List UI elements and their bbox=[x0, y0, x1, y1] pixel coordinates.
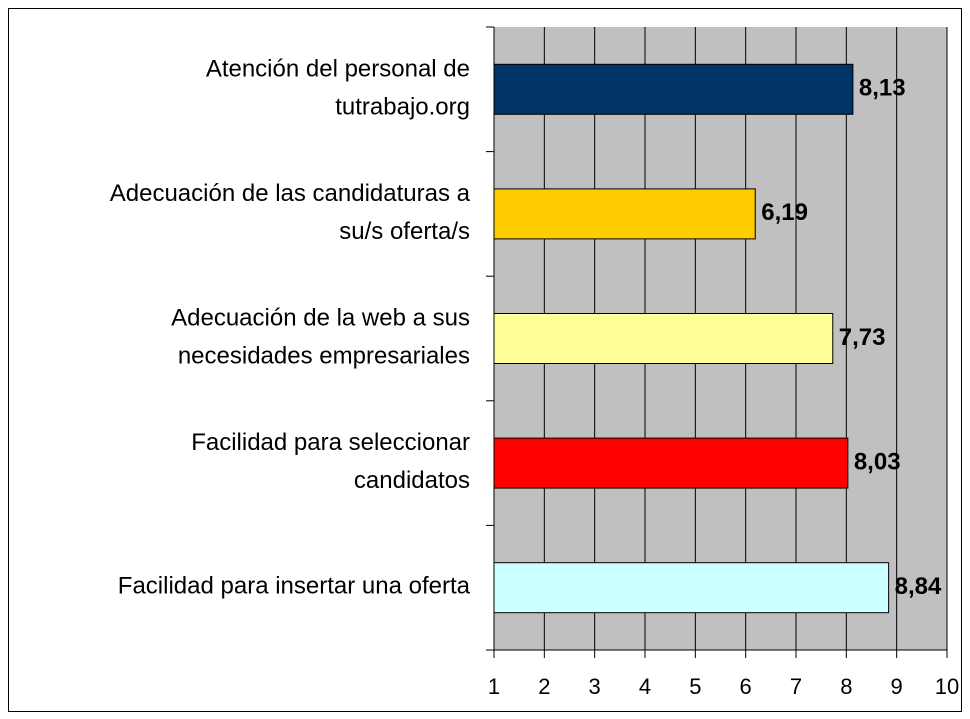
x-tick-label: 4 bbox=[639, 674, 651, 699]
category-line: su/s oferta/s bbox=[339, 218, 470, 245]
category-label: Atención del personal de tutrabajo.org bbox=[206, 56, 470, 121]
x-tick-label: 10 bbox=[935, 674, 959, 699]
x-tick-label: 9 bbox=[891, 674, 903, 699]
value-label: 7,73 bbox=[839, 324, 886, 351]
value-label: 6,19 bbox=[761, 199, 808, 226]
value-label: 8,03 bbox=[854, 448, 901, 475]
category-label: Adecuación de las candidaturas a su/s ofe… bbox=[110, 180, 471, 245]
bar bbox=[493, 437, 849, 489]
category-line: Facilidad para seleccionar bbox=[191, 429, 470, 456]
category-line: Atención del personal de bbox=[206, 56, 470, 83]
x-tick-label: 6 bbox=[740, 674, 752, 699]
category-label: Facilidad para insertar una oferta bbox=[118, 573, 471, 600]
x-tick-label: 3 bbox=[589, 674, 601, 699]
bar bbox=[493, 188, 756, 240]
category-line: Adecuación de la web a sus bbox=[171, 305, 470, 332]
category-line: Facilidad para insertar una oferta bbox=[118, 573, 471, 600]
bar bbox=[493, 562, 890, 614]
category-label: Facilidad para seleccionar candidatos bbox=[191, 429, 470, 494]
category-label: Adecuación de la web a sus necesidades em… bbox=[171, 305, 470, 370]
value-label: 8,13 bbox=[859, 75, 906, 102]
category-line: necesidades empresariales bbox=[178, 343, 470, 370]
value-label: 8,84 bbox=[895, 573, 942, 600]
category-line: candidatos bbox=[354, 467, 470, 494]
category-line: tutrabajo.org bbox=[335, 94, 470, 121]
x-tick-label: 7 bbox=[790, 674, 802, 699]
bar bbox=[493, 313, 834, 364]
x-tick-label: 8 bbox=[840, 674, 852, 699]
bar bbox=[493, 63, 854, 115]
x-tick-label: 2 bbox=[538, 674, 550, 699]
x-tick-label: 1 bbox=[488, 674, 500, 699]
category-line: Adecuación de las candidaturas a bbox=[110, 180, 471, 207]
x-tick-label: 5 bbox=[689, 674, 701, 699]
